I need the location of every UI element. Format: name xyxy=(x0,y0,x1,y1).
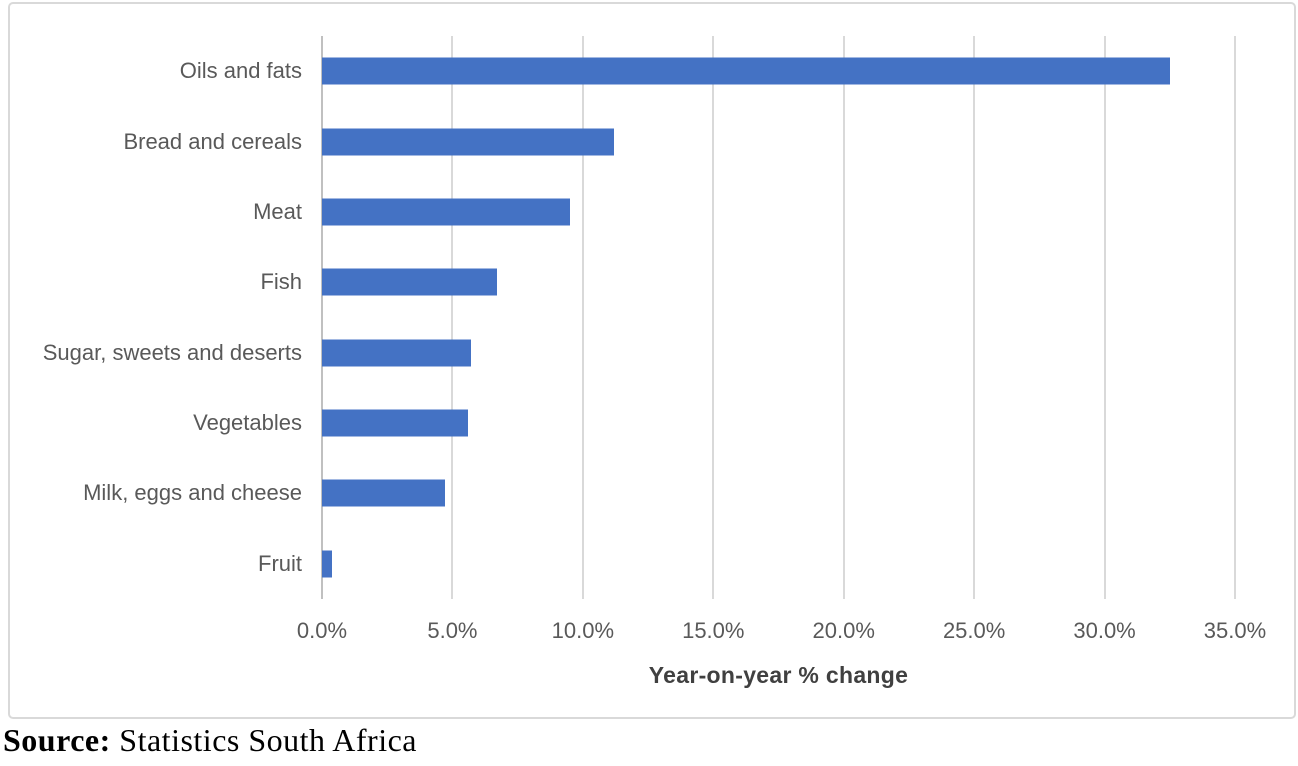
category-label-milk-eggs-and-cheese: Milk, eggs and cheese xyxy=(83,480,302,506)
source-text: Statistics South Africa xyxy=(110,722,417,758)
bar-milk-eggs-and-cheese xyxy=(322,479,445,507)
gridline xyxy=(581,36,584,599)
gridline xyxy=(712,36,715,599)
x-tick-label: 5.0% xyxy=(427,618,478,643)
x-tick-label: 30.0% xyxy=(1073,618,1136,643)
source-caption: Source: Statistics South Africa xyxy=(3,722,417,759)
gridline xyxy=(973,36,976,599)
bar-chart-frame: Oils and fats Bread and cereals Meat Fish Su… xyxy=(8,2,1296,719)
category-label-bread-and-cereals: Bread and cereals xyxy=(123,128,302,154)
category-label-fruit: Fruit xyxy=(258,550,302,576)
source-label: Source: xyxy=(3,722,111,758)
x-tick-label: 25.0% xyxy=(942,618,1006,643)
bar-meat xyxy=(322,198,570,226)
category-label-vegetables: Vegetables xyxy=(193,409,302,435)
x-tick-label: 10.0% xyxy=(551,618,615,643)
gridline xyxy=(1103,36,1106,599)
x-axis-tick-labels: 0.0% 5.0% 10.0% 15.0% 20.0% 25.0% 30.0% 35.0% xyxy=(297,618,1266,648)
gridline xyxy=(451,36,454,599)
category-axis-labels: Oils and fats Bread and cereals Meat Fish Su… xyxy=(10,36,302,599)
bar-sugar-sweets-and-deserts xyxy=(322,339,471,367)
x-tick-label: 35.0% xyxy=(1203,618,1267,643)
x-axis-title: Year-on-year % change xyxy=(648,662,909,688)
bar-fish xyxy=(322,268,497,296)
x-tick-label: 20.0% xyxy=(812,618,875,643)
bar-oils-and-fats xyxy=(322,57,1170,85)
bar-vegetables xyxy=(322,409,469,437)
bar-fruit xyxy=(322,550,333,578)
bar-bread-and-cereals xyxy=(322,128,615,156)
category-label-sugar-sweets-and-deserts: Sugar, sweets and deserts xyxy=(42,339,302,365)
gridline xyxy=(1234,36,1236,599)
plot-area xyxy=(321,36,1236,599)
category-label-oils-and-fats: Oils and fats xyxy=(179,58,302,84)
x-tick-label: 0.0% xyxy=(296,618,348,643)
value-axis-line xyxy=(321,36,323,599)
gridline xyxy=(842,36,845,599)
x-tick-label: 15.0% xyxy=(682,618,745,643)
category-label-fish: Fish xyxy=(260,269,302,295)
category-label-meat: Meat xyxy=(253,198,302,224)
